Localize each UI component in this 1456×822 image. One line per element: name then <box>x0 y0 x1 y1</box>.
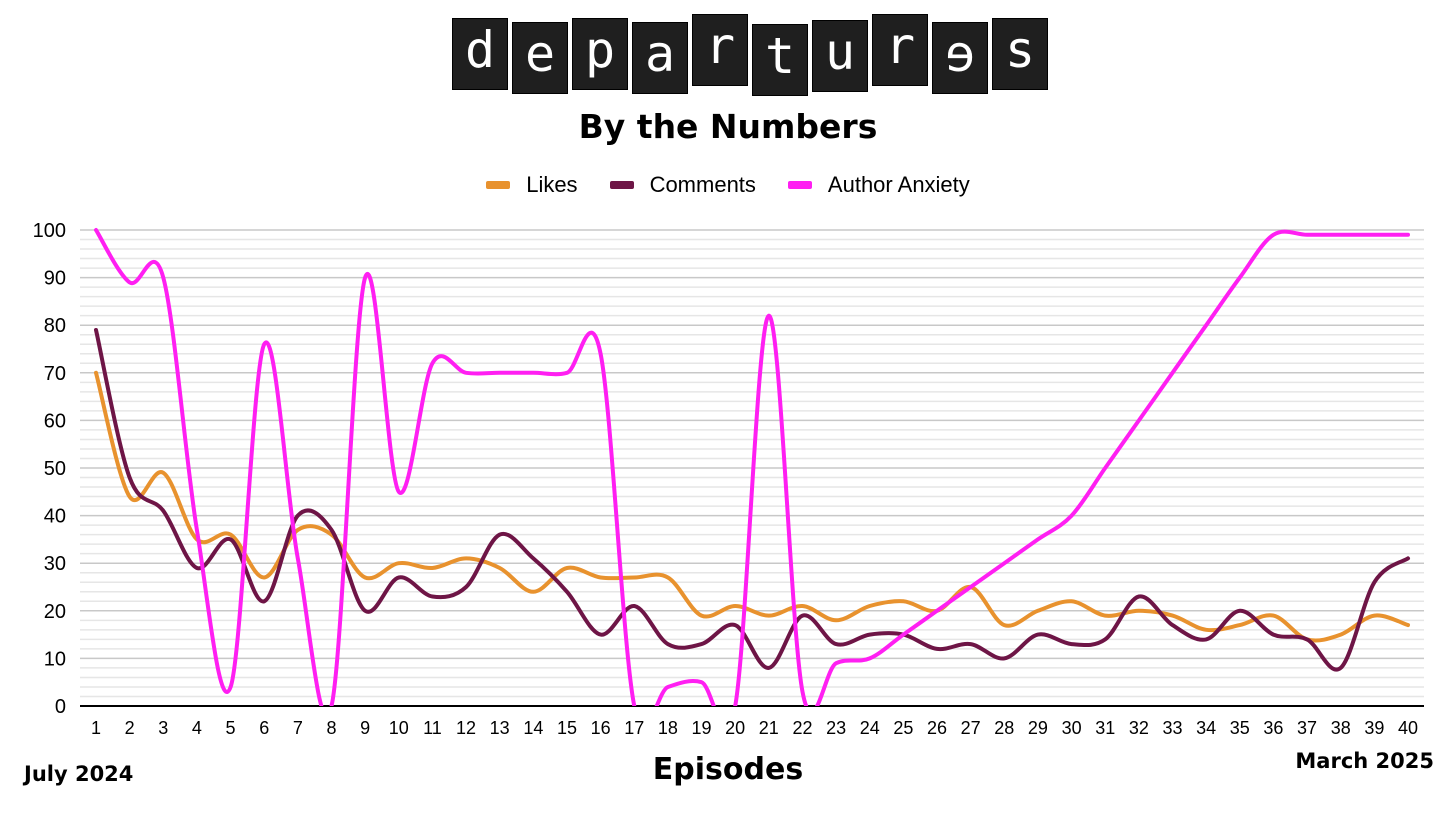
y-tick-label: 60 <box>44 410 66 432</box>
y-tick-label: 40 <box>44 506 66 528</box>
x-tick-label: 20 <box>725 718 745 738</box>
logo-tile: p <box>572 18 628 90</box>
x-tick-label: 13 <box>490 718 510 738</box>
x-tick-label: 29 <box>1028 718 1048 738</box>
x-tick-label: 36 <box>1263 718 1283 738</box>
legend-label: Likes <box>526 172 578 197</box>
x-tick-label: 23 <box>826 718 846 738</box>
logo-letter: a <box>644 25 676 83</box>
y-tick-label: 30 <box>44 553 66 575</box>
y-tick-label: 20 <box>44 601 66 623</box>
chart-subtitle: By the Numbers <box>578 107 878 146</box>
logo-tile: s <box>992 18 1048 90</box>
x-tick-label: 11 <box>423 718 442 738</box>
logo-letter: e <box>524 25 556 83</box>
x-tick-label: 6 <box>259 718 269 738</box>
x-tick-label: 5 <box>226 718 236 738</box>
logo-letter: p <box>584 21 616 79</box>
x-tick-label: 18 <box>658 718 678 738</box>
x-tick-label: 31 <box>1095 718 1115 738</box>
x-tick-label: 22 <box>792 718 812 738</box>
x-tick-label: 7 <box>293 718 303 738</box>
x-tick-label: 4 <box>192 718 202 738</box>
x-tick-label: 16 <box>591 718 611 738</box>
x-tick-label: 3 <box>158 718 168 738</box>
x-tick-label: 1 <box>91 718 101 738</box>
x-tick-label: 10 <box>389 718 409 738</box>
x-tick-label: 27 <box>961 718 981 738</box>
logo-letter: t <box>764 27 796 85</box>
y-tick-label: 90 <box>44 268 66 290</box>
x-tick-label: 2 <box>125 718 135 738</box>
legend-item: Comments <box>609 172 756 198</box>
x-tick-label: 25 <box>893 718 913 738</box>
chart-legend: Likes Comments Author Anxiety <box>0 169 1456 198</box>
end-date-label: March 2025 <box>1295 749 1434 773</box>
legend-label: Comments <box>649 172 756 197</box>
x-tick-label: 38 <box>1331 718 1351 738</box>
logo-tile: a <box>632 22 688 94</box>
x-tick-label: 32 <box>1129 718 1149 738</box>
legend-item: Author Anxiety <box>787 172 970 198</box>
legend-swatch <box>486 181 511 189</box>
x-tick-label: 40 <box>1398 718 1418 738</box>
y-tick-label: 100 <box>33 220 66 242</box>
legend-item: Likes <box>486 172 578 198</box>
x-tick-label: 19 <box>692 718 712 738</box>
comments-series-line <box>94 328 1410 672</box>
legend-label: Author Anxiety <box>827 172 970 197</box>
logo-tile: r <box>872 14 928 86</box>
logo-tile: e <box>512 22 568 94</box>
start-date-label: July 2024 <box>24 762 134 786</box>
y-tick-label: 70 <box>44 363 66 385</box>
logo-letter: r <box>704 17 736 75</box>
x-tick-label: 24 <box>860 718 880 738</box>
logo-tile: ɘ <box>932 22 988 94</box>
x-tick-label: 8 <box>326 718 336 738</box>
x-tick-label: 33 <box>1162 718 1182 738</box>
x-tick-label: 30 <box>1062 718 1082 738</box>
y-tick-label: 50 <box>44 458 66 480</box>
x-tick-label: 14 <box>523 718 543 738</box>
logo-letter: r <box>884 17 916 75</box>
x-tick-label: 12 <box>456 718 476 738</box>
y-tick-label: 0 <box>55 696 66 718</box>
x-tick-label: 34 <box>1196 718 1216 738</box>
author-anxiety-series-line <box>94 228 1410 706</box>
logo-tile: u <box>812 20 868 92</box>
x-tick-label: 9 <box>360 718 370 738</box>
legend-swatch <box>609 181 634 189</box>
x-tick-label: 37 <box>1297 718 1317 738</box>
y-tick-label: 10 <box>44 648 66 670</box>
x-tick-label: 15 <box>557 718 577 738</box>
logo-letter: s <box>1004 21 1036 79</box>
x-tick-label: 28 <box>994 718 1014 738</box>
legend-swatch <box>787 181 812 189</box>
x-tick-label: 17 <box>624 718 644 738</box>
logo-tile: t <box>752 24 808 96</box>
logo-letter: u <box>824 23 856 81</box>
x-tick-label: 26 <box>927 718 947 738</box>
y-tick-label: 80 <box>44 315 66 337</box>
logo-tile: d <box>452 18 508 90</box>
logo-letter: d <box>464 21 496 79</box>
x-tick-label: 21 <box>759 718 779 738</box>
x-axis-title: Episodes <box>652 752 804 787</box>
logo-letter: ɘ <box>944 25 976 83</box>
x-tick-label: 35 <box>1230 718 1250 738</box>
x-tick-label: 39 <box>1364 718 1384 738</box>
logo-tile: r <box>692 14 748 86</box>
